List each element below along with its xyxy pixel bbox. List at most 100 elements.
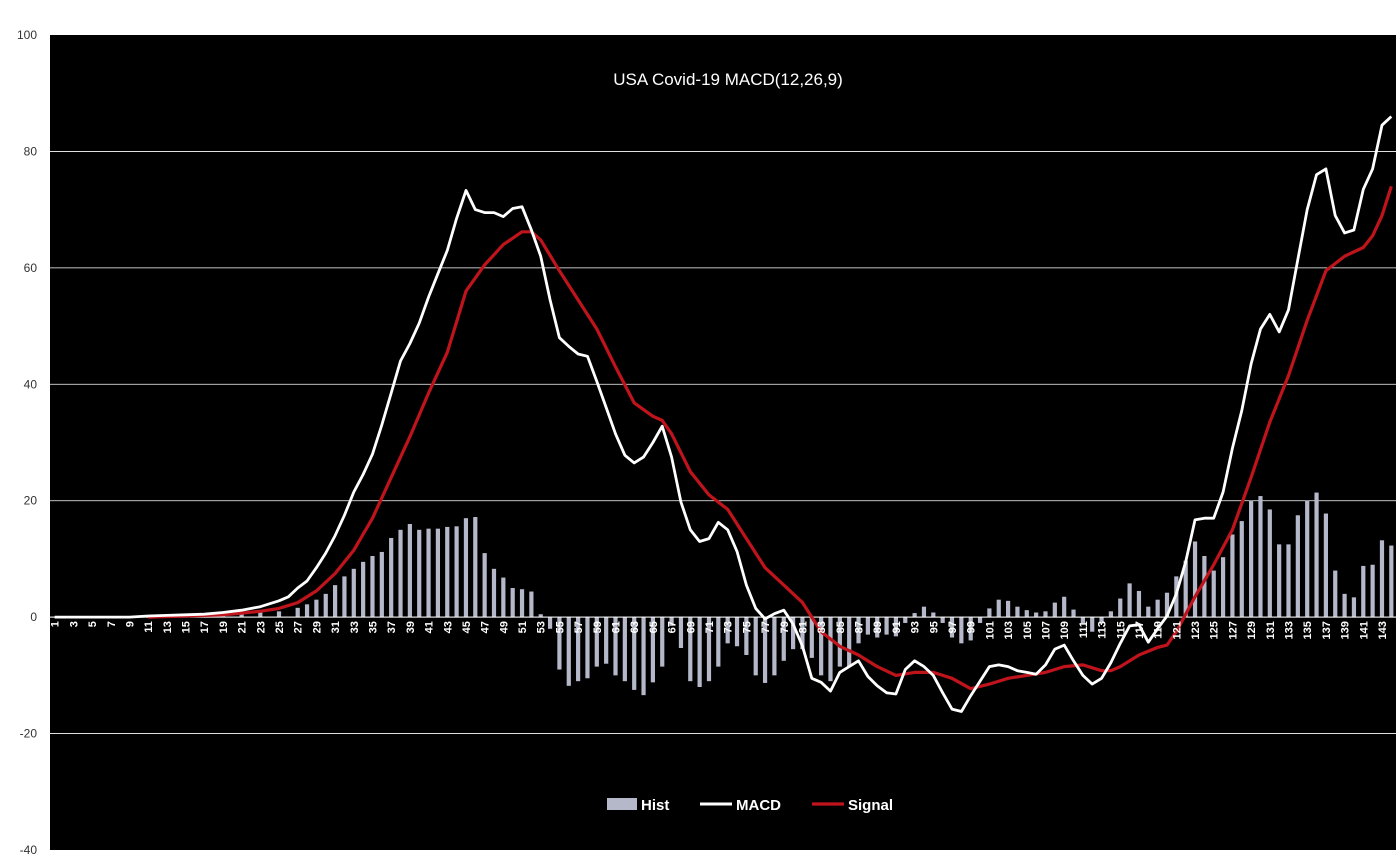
- hist-bar: [1099, 617, 1104, 623]
- hist-bar: [987, 608, 992, 618]
- hist-bar: [1071, 609, 1076, 618]
- x-tick-label: 43: [442, 621, 454, 633]
- x-tick-label: 33: [349, 621, 361, 633]
- hist-bar: [1361, 565, 1366, 618]
- hist-bar: [1202, 556, 1207, 618]
- x-tick-label: 87: [854, 621, 866, 633]
- y-tick-label: 0: [30, 610, 37, 624]
- signal-line: [148, 185, 1393, 691]
- x-tick-label: 115: [1115, 621, 1127, 639]
- hist-bar: [940, 617, 945, 623]
- hist-bar: [912, 613, 917, 618]
- hist-bar: [1314, 492, 1319, 618]
- hist-bar: [445, 526, 450, 618]
- hist-bar: [968, 617, 973, 641]
- hist-bar: [1230, 534, 1235, 618]
- y-tick-label: -20: [20, 727, 38, 741]
- hist-bar: [1220, 557, 1226, 618]
- x-tick-label: 99: [966, 621, 978, 633]
- y-tick-label: 60: [24, 261, 38, 275]
- hist-bar: [809, 617, 814, 658]
- x-tick-label: 91: [891, 621, 903, 633]
- y-axis-ticks: -40 -20 0 20 40 60 80 100: [17, 28, 37, 857]
- hist-bar: [304, 604, 310, 618]
- legend-macd-label: MACD: [736, 797, 781, 814]
- x-tick-label: 31: [330, 621, 342, 633]
- hist-bar: [762, 617, 768, 683]
- hist-bar: [361, 561, 366, 618]
- x-tick-label: 13: [162, 621, 174, 633]
- hist-bar: [482, 553, 487, 618]
- legend: Hist MACD Signal: [607, 797, 893, 814]
- hist-bar: [1258, 496, 1263, 618]
- x-tick-label: 19: [218, 621, 230, 633]
- hist-bar: [1370, 564, 1375, 618]
- hist-bar: [632, 617, 637, 690]
- hist-bar: [1192, 541, 1198, 618]
- hist-bar: [239, 613, 244, 618]
- hist-bar: [641, 617, 646, 696]
- x-tick-label: 73: [723, 621, 735, 633]
- hist-bar: [1239, 521, 1244, 618]
- hist-bar: [1052, 602, 1057, 618]
- hist-bar: [501, 577, 506, 618]
- hist-bar: [819, 617, 824, 676]
- hist-bar: [1333, 570, 1338, 618]
- hist-bar: [1108, 611, 1114, 618]
- hist-bar: [576, 617, 581, 682]
- hist-bar: [660, 617, 665, 667]
- x-tick-label: 57: [573, 621, 585, 633]
- x-tick-label: 93: [910, 621, 922, 633]
- hist-bar: [1183, 560, 1188, 618]
- hist-bar: [884, 617, 889, 635]
- x-tick-label: 23: [255, 621, 267, 633]
- hist-bar: [276, 611, 282, 618]
- hist-bar: [1155, 599, 1160, 618]
- x-tick-label: 77: [760, 621, 772, 633]
- hist-bar: [893, 617, 899, 637]
- hist-bar: [977, 617, 983, 623]
- hist-bar: [463, 518, 469, 618]
- hist-bar: [295, 607, 300, 618]
- x-tick-label: 45: [461, 621, 473, 633]
- x-tick-label: 29: [311, 621, 323, 633]
- y-tick-label: 80: [24, 144, 38, 158]
- x-tick-label: 53: [536, 621, 548, 633]
- hist-bar: [585, 617, 590, 679]
- hist-bar: [538, 614, 543, 618]
- hist-bar: [370, 556, 375, 618]
- x-tick-label: 47: [480, 621, 492, 633]
- hist-bar: [389, 537, 394, 618]
- hist-bar: [921, 606, 927, 618]
- x-tick-label: 35: [368, 621, 380, 633]
- y-tick-label: 40: [24, 377, 38, 391]
- hist-bar: [865, 617, 870, 635]
- hist-bar: [875, 617, 880, 638]
- hist-bar: [1043, 611, 1048, 618]
- hist-bar: [1034, 612, 1039, 618]
- hist-bar: [435, 528, 441, 618]
- x-tick-label: 49: [498, 621, 510, 633]
- x-tick-label: 37: [386, 621, 398, 633]
- hist-bar: [1015, 606, 1020, 618]
- hist-bar: [1164, 592, 1170, 618]
- hist-bar: [753, 617, 758, 676]
- hist-bar: [314, 599, 319, 618]
- hist-bar: [697, 617, 702, 687]
- hist-bar: [529, 591, 534, 618]
- hist-bar: [828, 617, 833, 682]
- hist-bar: [613, 617, 618, 676]
- hist-bar: [800, 617, 805, 650]
- hist-bar: [1005, 600, 1011, 618]
- legend-hist-label: Hist: [641, 797, 669, 814]
- hist-bar: [519, 589, 525, 618]
- hist-bar: [949, 617, 955, 638]
- macd-line: [54, 115, 1393, 713]
- x-tick-label: 121: [1171, 621, 1183, 639]
- x-tick-label: 79: [779, 621, 791, 633]
- hist-bar: [557, 617, 562, 670]
- x-tick-label: 83: [816, 621, 828, 633]
- x-tick-label: 55: [554, 621, 566, 633]
- hist-bar: [454, 526, 459, 618]
